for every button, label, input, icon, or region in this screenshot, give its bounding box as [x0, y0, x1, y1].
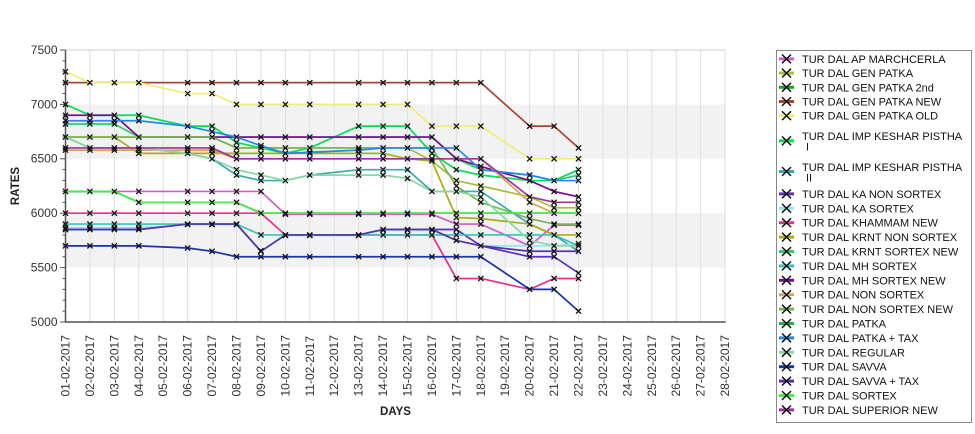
svg-text:26-02-2017: 26-02-2017	[669, 335, 683, 397]
svg-text:TUR DAL MH SORTEX NEW: TUR DAL MH SORTEX NEW	[802, 275, 946, 287]
svg-text:5500: 5500	[31, 261, 58, 275]
svg-text:19-02-2017: 19-02-2017	[498, 335, 512, 397]
svg-text:TUR DAL KRNT NON SORTEX: TUR DAL KRNT NON SORTEX	[802, 232, 958, 244]
svg-text:05-02-2017: 05-02-2017	[156, 335, 170, 397]
svg-text:07-02-2017: 07-02-2017	[205, 335, 219, 397]
svg-text:II: II	[806, 172, 812, 184]
svg-text:TUR DAL GEN PATKA 2nd: TUR DAL GEN PATKA 2nd	[802, 82, 934, 94]
svg-text:TUR DAL PATKA + TAX: TUR DAL PATKA + TAX	[802, 333, 919, 345]
svg-text:TUR DAL SORTEX: TUR DAL SORTEX	[802, 391, 897, 403]
svg-text:TUR DAL SAVVA: TUR DAL SAVVA	[802, 362, 887, 374]
svg-text:17-02-2017: 17-02-2017	[449, 335, 463, 397]
svg-text:TUR DAL KA NON SORTEX: TUR DAL KA NON SORTEX	[802, 189, 942, 201]
svg-text:TUR DAL REGULAR: TUR DAL REGULAR	[802, 347, 905, 359]
svg-text:TUR DAL AP MARCHCERLA: TUR DAL AP MARCHCERLA	[802, 54, 946, 66]
svg-text:08-02-2017: 08-02-2017	[230, 335, 244, 397]
svg-text:18-02-2017: 18-02-2017	[474, 335, 488, 397]
svg-text:TUR DAL NON SORTEX: TUR DAL NON SORTEX	[802, 290, 925, 302]
svg-text:6000: 6000	[31, 206, 58, 220]
svg-text:24-02-2017: 24-02-2017	[620, 335, 634, 397]
svg-text:RATES: RATES	[10, 167, 22, 205]
svg-text:12-02-2017: 12-02-2017	[327, 335, 341, 397]
svg-text:7000: 7000	[31, 97, 58, 111]
svg-text:27-02-2017: 27-02-2017	[694, 335, 708, 397]
svg-text:TUR DAL GEN PATKA NEW: TUR DAL GEN PATKA NEW	[802, 97, 942, 109]
svg-text:02-02-2017: 02-02-2017	[83, 335, 97, 397]
svg-text:23-02-2017: 23-02-2017	[596, 335, 610, 397]
svg-text:TUR DAL PATKA: TUR DAL PATKA	[802, 319, 887, 331]
svg-text:09-02-2017: 09-02-2017	[254, 335, 268, 397]
svg-text:TUR DAL SUPERIOR NEW: TUR DAL SUPERIOR NEW	[802, 405, 939, 417]
svg-text:TUR DAL KHAMMAM NEW: TUR DAL KHAMMAM NEW	[802, 218, 938, 230]
svg-text:10-02-2017: 10-02-2017	[278, 335, 292, 397]
svg-text:6500: 6500	[31, 152, 58, 166]
svg-text:22-02-2017: 22-02-2017	[572, 335, 586, 397]
svg-text:7500: 7500	[31, 43, 58, 57]
svg-text:04-02-2017: 04-02-2017	[132, 335, 146, 397]
svg-text:01-02-2017: 01-02-2017	[59, 335, 73, 397]
svg-text:DAYS: DAYS	[380, 406, 411, 418]
svg-text:06-02-2017: 06-02-2017	[181, 335, 195, 397]
svg-text:15-02-2017: 15-02-2017	[401, 335, 415, 397]
svg-text:I: I	[806, 142, 809, 154]
svg-text:14-02-2017: 14-02-2017	[376, 335, 390, 397]
svg-text:TUR DAL KRNT SORTEX NEW: TUR DAL KRNT SORTEX NEW	[802, 247, 959, 259]
svg-text:TUR DAL MH SORTEX: TUR DAL MH SORTEX	[802, 261, 918, 273]
svg-text:16-02-2017: 16-02-2017	[425, 335, 439, 397]
svg-text:TUR DAL KA SORTEX: TUR DAL KA SORTEX	[802, 203, 915, 215]
svg-text:11-02-2017: 11-02-2017	[303, 336, 317, 397]
svg-text:TUR DAL GEN PATKA OLD: TUR DAL GEN PATKA OLD	[802, 111, 938, 123]
svg-text:28-02-2017: 28-02-2017	[718, 335, 732, 397]
svg-text:20-02-2017: 20-02-2017	[523, 335, 537, 397]
svg-text:25-02-2017: 25-02-2017	[645, 335, 659, 397]
svg-text:03-02-2017: 03-02-2017	[107, 335, 121, 397]
svg-text:TUR DAL SAVVA + TAX: TUR DAL SAVVA + TAX	[802, 376, 920, 388]
svg-text:TUR DAL NON SORTEX NEW: TUR DAL NON SORTEX NEW	[802, 304, 954, 316]
svg-text:TUR DAL IMP KESHAR PISTHA: TUR DAL IMP KESHAR PISTHA	[802, 162, 963, 174]
svg-text:5000: 5000	[31, 315, 58, 329]
svg-text:13-02-2017: 13-02-2017	[352, 335, 366, 397]
svg-text:21-02-2017: 21-02-2017	[547, 335, 561, 397]
svg-text:TUR DAL IMP KESHAR PISTHA: TUR DAL IMP KESHAR PISTHA	[802, 131, 963, 143]
svg-text:TUR DAL GEN PATKA: TUR DAL GEN PATKA	[802, 68, 914, 80]
